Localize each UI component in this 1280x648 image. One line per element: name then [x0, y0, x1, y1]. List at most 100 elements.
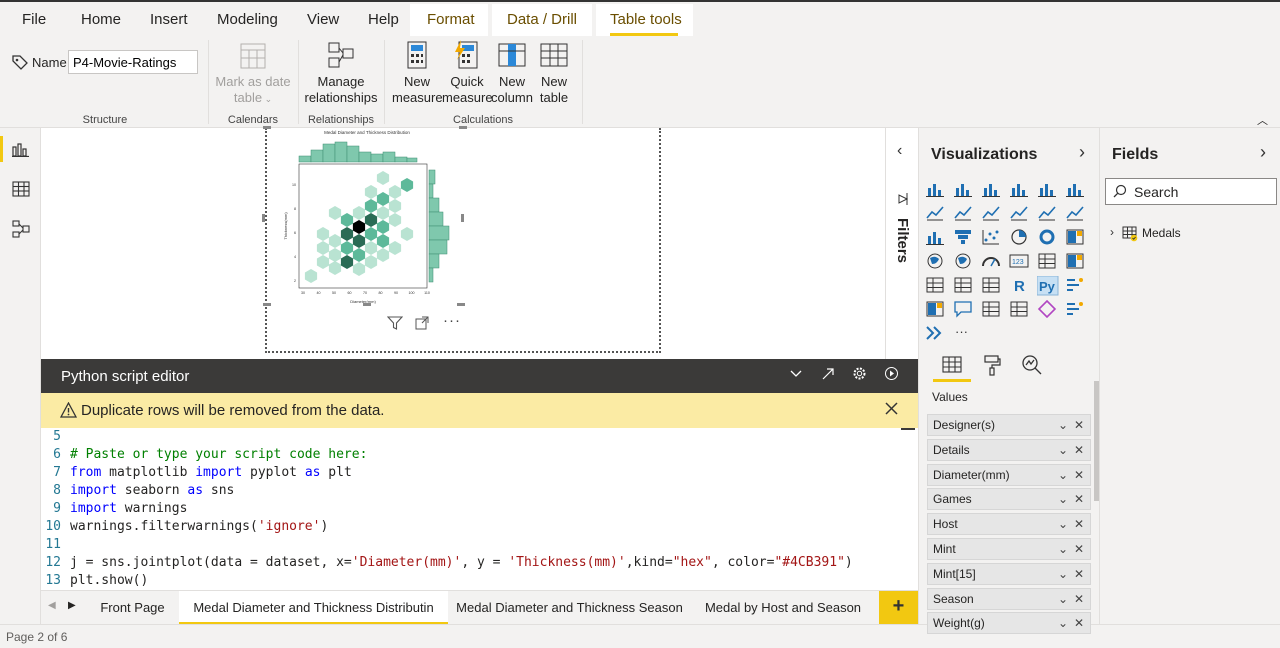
focus-mode-icon[interactable] [415, 316, 429, 333]
visual-container[interactable]: Medal Diameter and Thickness Distributio… [262, 126, 661, 353]
next-page-arrow-icon[interactable]: ▶ [68, 600, 76, 611]
model-view-icon[interactable] [12, 220, 30, 241]
menu-home[interactable]: Home [81, 11, 122, 28]
filled-map-icon[interactable] [953, 252, 973, 270]
python-visual-icon[interactable]: Py [1036, 275, 1059, 296]
fields-search-box[interactable]: Search [1105, 178, 1277, 205]
more-visuals-icon[interactable]: ··· [955, 324, 968, 339]
remove-field-icon[interactable]: ✕ [1073, 566, 1084, 581]
power-automate-icon[interactable] [1065, 300, 1085, 318]
fields-well-tab-icon[interactable] [941, 354, 963, 377]
mark-as-date-table-button[interactable]: Mark as date table ⌄ [213, 40, 293, 107]
field-table-medals[interactable]: › Medals [1110, 225, 1270, 243]
code-line[interactable]: 6 # Paste or type your script code here: [41, 446, 367, 464]
expand-chevron-icon[interactable]: › [1110, 225, 1114, 239]
prev-page-arrow-icon[interactable]: ◀ [48, 600, 56, 611]
chevron-down-icon[interactable]: ⌄ [1057, 591, 1068, 606]
power-apps-icon[interactable] [1037, 299, 1057, 319]
collapse-editor-chevron-icon[interactable] [789, 366, 803, 383]
menu-format[interactable]: Format [427, 11, 475, 28]
100-column-icon[interactable] [1065, 180, 1085, 198]
remove-field-icon[interactable]: ✕ [1073, 492, 1084, 507]
treemap-icon[interactable] [1065, 228, 1085, 246]
new-table-button[interactable]: New table [534, 40, 574, 106]
open-external-ide-icon[interactable] [821, 367, 835, 384]
scatter-icon[interactable] [981, 228, 1001, 246]
value-well-item[interactable]: Diameter(mm) ⌄ ✕ [927, 463, 1091, 486]
new-measure-button[interactable]: New measure [392, 40, 443, 106]
remove-field-icon[interactable]: ✕ [1073, 442, 1084, 457]
new-column-button[interactable]: New column [490, 40, 534, 106]
code-line[interactable]: 7 from matplotlib import pyplot as plt [41, 464, 352, 482]
remove-field-icon[interactable]: ✕ [1073, 467, 1084, 482]
remove-field-icon[interactable]: ✕ [1073, 542, 1084, 556]
code-line[interactable]: 12 j = sns.jointplot(data = dataset, x='D… [41, 554, 852, 572]
code-line[interactable]: 9 import warnings [41, 500, 187, 518]
area-chart-icon[interactable] [953, 204, 973, 222]
chevron-down-icon[interactable]: ⌄ [1057, 492, 1068, 507]
quick-measure-button[interactable]: Quick measure [442, 40, 493, 106]
run-script-icon[interactable] [884, 366, 899, 384]
qa-icon[interactable] [953, 300, 973, 318]
code-scrollbar[interactable] [901, 428, 918, 590]
chevron-down-icon[interactable]: ⌄ [1057, 616, 1068, 631]
gauge-icon[interactable] [981, 252, 1001, 270]
remove-field-icon[interactable]: ✕ [1073, 616, 1084, 631]
menu-view[interactable]: View [307, 11, 340, 28]
kpi-icon[interactable] [1065, 252, 1085, 270]
chevron-down-icon[interactable]: ⌄ [1057, 467, 1068, 482]
code-line[interactable]: 5 [41, 428, 70, 446]
format-paint-roller-icon[interactable] [982, 354, 1002, 379]
chevron-down-icon[interactable]: ⌄ [1057, 566, 1068, 581]
value-well-item[interactable]: Season ⌄ ✕ [927, 587, 1091, 610]
map-icon[interactable] [925, 252, 945, 270]
decomposition-tree-icon[interactable] [925, 300, 945, 318]
page-tab-front-page[interactable]: Front Page [100, 600, 165, 615]
remove-field-icon[interactable]: ✕ [1073, 591, 1084, 606]
code-line[interactable]: 8 import seaborn as sns [41, 482, 234, 500]
clustered-column-icon[interactable] [1009, 180, 1029, 198]
stacked-column-icon[interactable] [953, 180, 973, 198]
chevron-visual-icon[interactable] [925, 324, 945, 342]
paginated-report-icon[interactable] [981, 300, 1001, 318]
waterfall-icon[interactable] [925, 228, 945, 246]
chevron-down-icon[interactable]: ⌄ [1057, 542, 1068, 556]
analytics-magnifier-icon[interactable] [1021, 354, 1043, 379]
page-tab-medal-by-host-season[interactable]: Medal by Host and Season [704, 600, 862, 615]
menu-data-drill[interactable]: Data / Drill [507, 11, 578, 28]
value-well-item[interactable]: Mint[15] ⌄ ✕ [927, 562, 1091, 585]
remove-field-icon[interactable]: ✕ [1073, 418, 1084, 432]
value-well-item[interactable]: Games ⌄ ✕ [927, 488, 1091, 511]
clustered-bar-icon[interactable] [981, 180, 1001, 198]
menu-insert[interactable]: Insert [150, 11, 188, 28]
chevron-down-icon[interactable]: ⌄ [1057, 517, 1068, 532]
close-warning-icon[interactable] [884, 401, 899, 419]
more-options-icon[interactable]: ··· [443, 312, 461, 329]
code-line[interactable]: 11 [41, 536, 70, 554]
table-name-input[interactable] [68, 50, 198, 74]
filters-pane[interactable]: ‹ Filters [885, 128, 918, 359]
collapse-visualizations-chevron-icon[interactable]: › [1079, 142, 1085, 162]
chevron-down-icon[interactable]: ⌄ [1057, 418, 1068, 432]
report-view-icon[interactable] [12, 141, 30, 160]
multirow-card-icon[interactable] [1037, 252, 1057, 270]
pie-icon[interactable] [1009, 228, 1029, 246]
matrix-icon[interactable] [981, 276, 1001, 294]
line-column-icon[interactable] [1009, 204, 1029, 222]
settings-gear-icon[interactable] [852, 366, 867, 384]
page-tab-medal-diameter-thickness-season[interactable]: Medal Diameter and Thickness Season [456, 600, 683, 615]
stacked-bar-icon[interactable] [925, 180, 945, 198]
smart-narrative-icon[interactable] [1009, 300, 1029, 318]
chevron-down-icon[interactable]: ⌄ [1057, 442, 1068, 457]
value-well-item[interactable]: Designer(s) ⌄ ✕ [927, 414, 1091, 436]
menu-modeling[interactable]: Modeling [217, 11, 278, 28]
value-well-item[interactable]: Details ⌄ ✕ [927, 438, 1091, 461]
data-view-icon[interactable] [12, 181, 30, 200]
value-well-item[interactable]: Host ⌄ ✕ [927, 513, 1091, 536]
expand-filters-chevron-icon[interactable]: ‹ [897, 142, 903, 159]
line-chart-icon[interactable] [925, 204, 945, 222]
menu-file[interactable]: File [22, 11, 47, 28]
vis-scrollbar-thumb[interactable] [1094, 381, 1099, 501]
menu-help[interactable]: Help [368, 11, 399, 28]
value-well-item[interactable]: Weight(g) ⌄ ✕ [927, 612, 1091, 635]
